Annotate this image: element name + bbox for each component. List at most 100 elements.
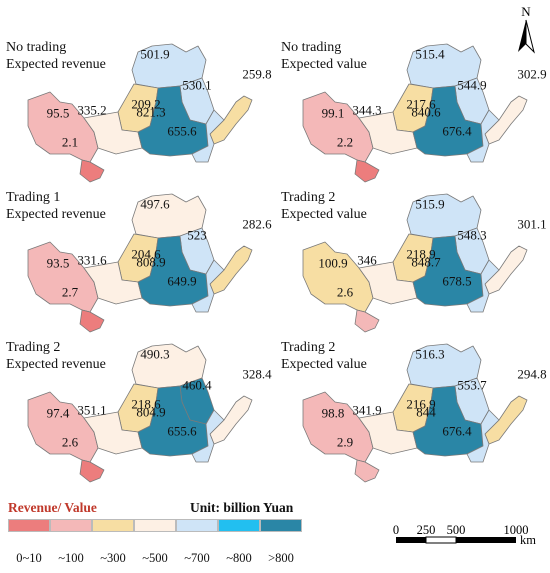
panel-title-3: Trading 1 Expected revenue	[6, 189, 106, 223]
region-5	[27, 241, 99, 313]
north-label: N	[521, 4, 531, 19]
region-value-2: 218.9	[406, 246, 436, 262]
legend-swatch-4	[134, 519, 176, 532]
region-value-5: 99.1	[321, 105, 345, 121]
panel-title-line2: Expected revenue	[6, 357, 106, 372]
region-5	[27, 91, 99, 163]
map-panels	[27, 43, 528, 483]
scale-tick-250: 250	[417, 523, 436, 537]
panel-title-line2: Expected value	[281, 357, 367, 372]
region-value-4: 259.8	[242, 66, 272, 82]
region-value-2: 218.6	[131, 396, 161, 412]
region-value-9: 2.6	[61, 434, 79, 450]
region-value-6: 351.1	[77, 402, 107, 418]
panel-title-line2: Expected revenue	[6, 207, 106, 222]
panel-title-line1: Trading 2	[281, 340, 336, 355]
region-value-9: 2.6	[336, 284, 354, 300]
panel-title-line2: Expected value	[281, 207, 367, 222]
legend-label-6: ~800	[226, 551, 252, 565]
panel-title-line2: Expected revenue	[6, 57, 106, 72]
legend-label-7: >800	[268, 551, 294, 565]
panel-title-line1: Trading 1	[6, 190, 61, 205]
region-value-1: 515.9	[415, 196, 445, 212]
region-value-1: 516.3	[415, 346, 445, 362]
panel-title-2: No trading Expected value	[281, 39, 367, 73]
region-value-8: 649.9	[167, 273, 197, 289]
region-9	[354, 459, 380, 483]
region-value-3: 530.1	[182, 77, 212, 93]
region-value-1: 501.9	[140, 46, 170, 62]
region-value-5: 97.4	[46, 405, 70, 421]
region-8	[191, 409, 225, 463]
region-9	[354, 159, 380, 183]
legend-label-3: ~300	[100, 551, 126, 565]
region-5	[302, 91, 374, 163]
map-panel-6	[302, 343, 528, 483]
region-value-2: 216.9	[406, 396, 436, 412]
legend-label-1: 0~10	[16, 551, 42, 565]
scale-tick-1000: 1000	[504, 523, 529, 537]
region-value-5: 93.5	[46, 255, 70, 271]
region-9	[79, 459, 105, 483]
region-5	[302, 391, 374, 463]
region-9	[79, 159, 105, 183]
region-value-6: 341.9	[352, 402, 382, 418]
region-8	[191, 109, 225, 163]
scale-bar: 0 250 500 1000 km	[393, 523, 536, 547]
map-panel-2	[302, 43, 528, 183]
region-value-4: 302.9	[517, 66, 547, 82]
legend-label-2: ~100	[58, 551, 84, 565]
legend-swatch-2	[50, 519, 92, 532]
map-panel-3	[27, 193, 253, 333]
region-value-4: 294.8	[517, 366, 547, 382]
region-value-7: 848.7	[411, 254, 441, 270]
panel-title-line2: Expected value	[281, 57, 367, 72]
region-value-2: 217.6	[406, 96, 436, 112]
panel-title-line1: Trading 2	[6, 340, 61, 355]
region-value-8: 676.4	[442, 423, 472, 439]
north-arrow-icon: N	[518, 4, 535, 54]
region-value-6: 346	[357, 252, 377, 268]
region-value-9: 2.7	[61, 284, 79, 300]
region-value-3: 460.4	[182, 377, 212, 393]
region-5	[302, 241, 374, 313]
region-value-7: 808.9	[136, 254, 166, 270]
map-panel-5	[27, 343, 253, 483]
region-value-5: 98.8	[321, 405, 345, 421]
legend-swatch-7	[260, 519, 302, 532]
region-value-7: 821.3	[136, 104, 166, 120]
region-value-1: 515.4	[415, 46, 445, 62]
region-value-7: 804.9	[136, 404, 166, 420]
region-value-2: 204.6	[131, 246, 161, 262]
legend-swatch-5	[176, 519, 218, 532]
region-8	[466, 109, 500, 163]
region-value-4: 301.1	[517, 216, 547, 232]
region-value-6: 331.6	[77, 252, 107, 268]
scale-tick-500: 500	[447, 523, 466, 537]
region-value-2: 209.2	[131, 96, 161, 112]
region-value-9: 2.2	[336, 134, 354, 150]
panel-title-4: Trading 2 Expected value	[281, 189, 367, 223]
north-arrow: N	[508, 4, 544, 56]
map-panel-4	[302, 193, 528, 333]
region-9	[354, 309, 380, 333]
region-value-3: 544.9	[457, 77, 487, 93]
region-value-5: 100.9	[318, 255, 348, 271]
region-value-1: 490.3	[140, 346, 170, 362]
region-value-9: 2.1	[61, 134, 79, 150]
unit-label: Unit: billion Yuan	[190, 500, 294, 515]
region-value-3: 523	[187, 227, 207, 243]
map-panel-1	[27, 43, 253, 183]
region-value-8: 676.4	[442, 123, 472, 139]
region-value-5: 95.5	[46, 105, 70, 121]
region-value-4: 282.6	[242, 216, 272, 232]
region-value-7: 840.6	[411, 104, 441, 120]
region-8	[466, 409, 500, 463]
region-value-1: 497.6	[140, 196, 170, 212]
legend-label-5: ~700	[184, 551, 210, 565]
region-8	[191, 259, 225, 313]
region-value-3: 548.3	[457, 227, 487, 243]
panel-title-1: No trading Expected revenue	[6, 39, 106, 73]
region-8	[466, 259, 500, 313]
region-value-8: 678.5	[442, 273, 472, 289]
